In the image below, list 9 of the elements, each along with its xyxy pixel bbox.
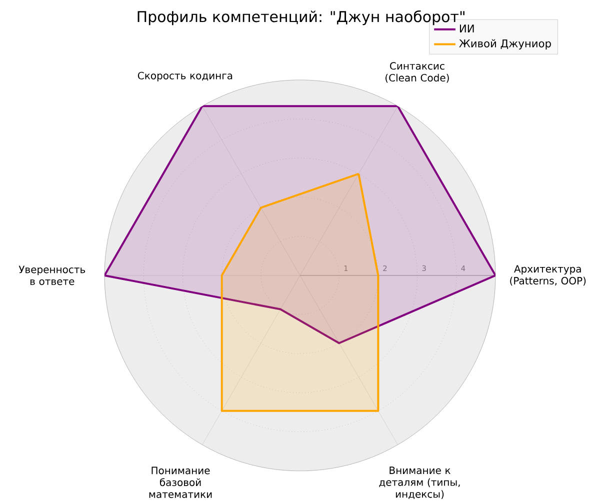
legend-label: Живой Джуниор: [459, 39, 551, 50]
chart-title: Профиль компетенций: "Джун наоборот": [138, 10, 464, 26]
spoke-label: Понимание базовой математики: [149, 466, 212, 498]
spoke-label: Уверенность в ответе: [18, 266, 86, 285]
legend-label: ИИ: [460, 24, 474, 32]
spoke-label: Синтаксис (Clean Code): [386, 62, 449, 83]
spoke-label: Внимание к деталям (типы, индексы): [379, 466, 460, 499]
spoke-label: Архитектура (Patterns, OOP): [510, 265, 586, 286]
spoke-label: Скорость кодинга: [138, 72, 232, 82]
